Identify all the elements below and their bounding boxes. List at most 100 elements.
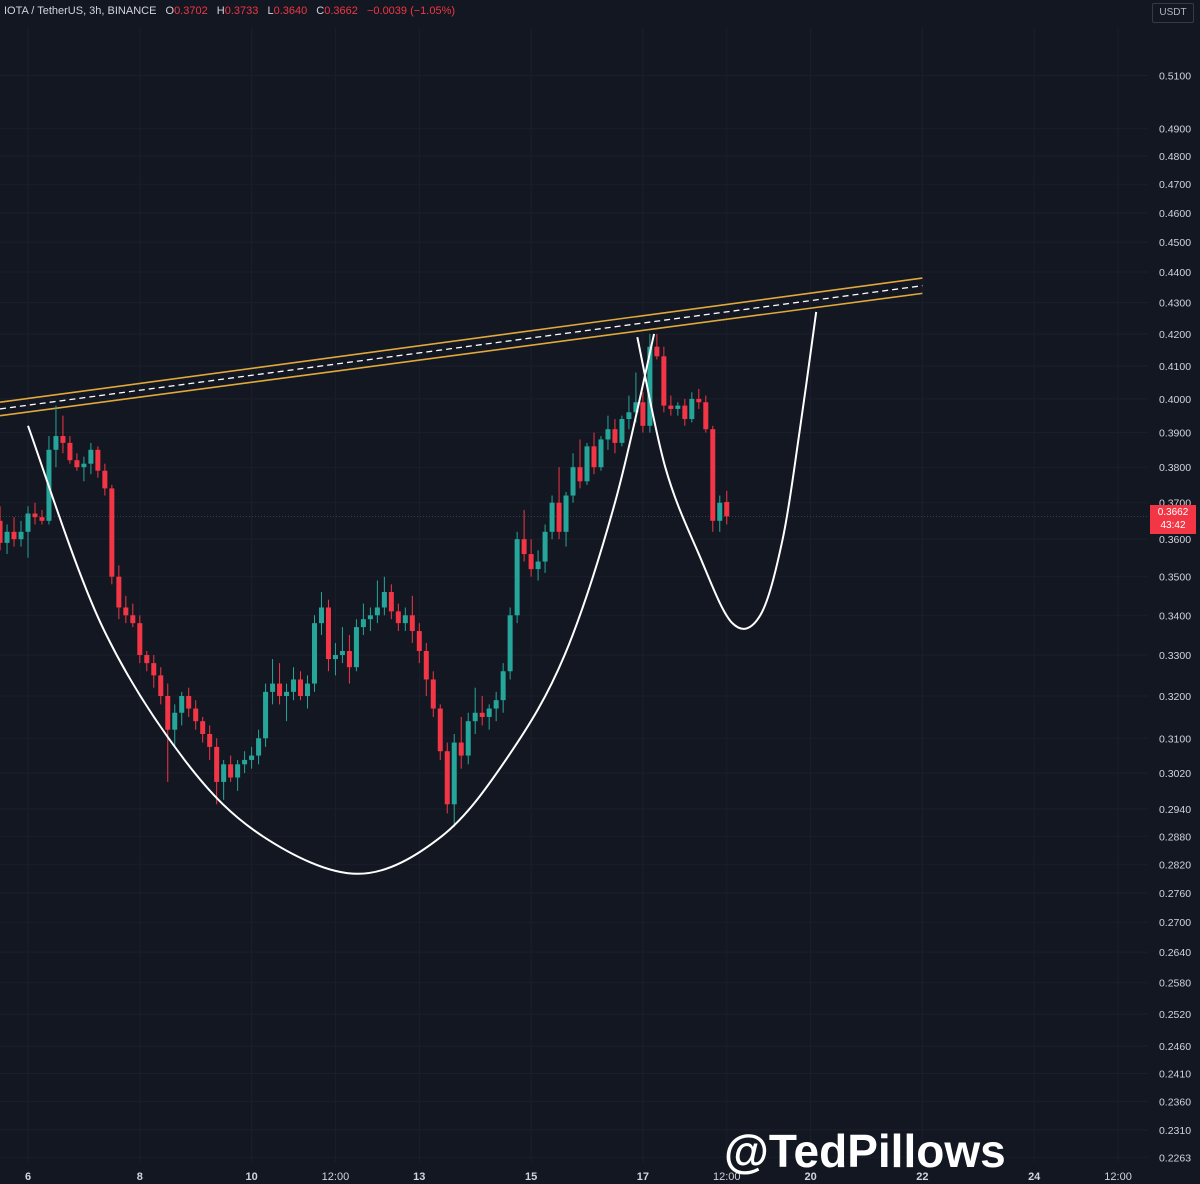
candle: [479, 696, 485, 726]
y-tick-label: 0.2700: [1159, 917, 1191, 929]
last-price-label: 0.3662 43:42: [1150, 505, 1196, 534]
candle-body: [570, 467, 576, 496]
candle-body: [123, 607, 129, 616]
candle: [570, 453, 576, 503]
y-tick-label: 0.2410: [1159, 1068, 1191, 1080]
candle: [284, 683, 290, 722]
cup-and-handle-pattern[interactable]: [27, 311, 818, 875]
x-tick-label: 17: [637, 1171, 649, 1183]
candle-body: [172, 712, 178, 730]
y-tick-label: 0.2520: [1159, 1009, 1191, 1021]
channel-lower-line[interactable]: [0, 292, 923, 417]
candle: [102, 463, 108, 496]
candle-body: [402, 615, 408, 624]
ascending-channel[interactable]: [0, 277, 923, 417]
pattern-curve-handle[interactable]: [636, 311, 818, 630]
y-tick-label: 0.4800: [1159, 151, 1191, 163]
candle: [339, 627, 345, 664]
candle-body: [353, 627, 359, 668]
candle-body: [291, 679, 297, 692]
candle-body: [360, 619, 366, 628]
y-tick-label: 0.3900: [1159, 428, 1191, 440]
candle: [325, 599, 331, 672]
candle-body: [53, 436, 59, 450]
symbol-title: IOTA / TetherUS, 3h, BINANCE: [4, 5, 157, 17]
candle-body: [388, 591, 394, 612]
candle: [654, 333, 660, 360]
candle-body: [563, 495, 569, 532]
candle-body: [18, 531, 24, 540]
candle-body: [130, 615, 136, 624]
candle-body: [451, 742, 457, 805]
candle: [605, 415, 611, 450]
candle-body: [514, 539, 520, 616]
candle: [402, 607, 408, 632]
candle-body: [95, 449, 101, 471]
open-value: 0.3702: [174, 5, 208, 17]
channel-upper-line[interactable]: [0, 277, 923, 404]
candle: [263, 683, 269, 747]
candle-body: [151, 663, 157, 676]
candle: [668, 395, 674, 416]
candle-body: [493, 700, 499, 709]
x-tick-label: 12:00: [713, 1171, 741, 1183]
candle-body: [214, 746, 220, 782]
candle-body: [179, 696, 185, 713]
y-tick-label: 0.2820: [1159, 859, 1191, 871]
candle: [0, 506, 3, 551]
candle: [256, 729, 262, 765]
candle: [270, 659, 276, 705]
candle: [556, 467, 562, 540]
last-price-value: 0.3662: [1157, 507, 1189, 518]
candle-body: [137, 623, 143, 656]
candle: [130, 603, 136, 628]
candle: [235, 759, 241, 791]
candle-body: [158, 675, 164, 697]
candle: [703, 395, 709, 433]
candle: [305, 675, 310, 709]
candle-body: [661, 356, 667, 406]
candle: [172, 704, 178, 747]
candle: [724, 490, 730, 525]
candle-body: [207, 733, 213, 747]
y-tick-label: 0.3020: [1159, 768, 1191, 780]
currency-button[interactable]: USDT: [1152, 3, 1194, 23]
candle: [542, 524, 548, 573]
candle: [353, 619, 359, 672]
candle: [696, 388, 702, 409]
candle: [186, 687, 192, 717]
symbol-legend[interactable]: IOTA / TetherUS, 3h, BINANCE O0.3702 H0.…: [4, 5, 455, 17]
candle-body: [221, 764, 227, 782]
candle: [193, 700, 199, 730]
candle-body: [381, 591, 387, 608]
candle: [465, 712, 471, 765]
candle-body: [242, 759, 248, 765]
pattern-curve-cup[interactable]: [27, 333, 656, 875]
candle-body: [409, 615, 415, 632]
y-tick-label: 0.4400: [1159, 267, 1191, 279]
y-tick-label: 0.3200: [1159, 691, 1191, 703]
candle-body: [11, 531, 17, 540]
candle-body: [332, 655, 338, 660]
channel-mid-dashed-line[interactable]: [0, 285, 923, 410]
candle-body: [682, 405, 688, 420]
candle-body: [619, 419, 625, 443]
candle-body: [605, 429, 611, 440]
candle-body: [437, 708, 443, 752]
candle-body: [39, 517, 45, 521]
candle: [346, 635, 352, 684]
candle: [25, 506, 31, 558]
candle-body: [284, 691, 290, 697]
candle: [214, 738, 220, 805]
candle-body: [465, 721, 471, 756]
x-tick-label: 12:00: [1104, 1171, 1132, 1183]
price-axis[interactable]: 0.5100 0.4900 0.4800 0.4700 0.4600 0.4500 0.44…: [1159, 70, 1191, 1164]
time-axis[interactable]: 6 8 10 12:00 13 15 17 12:00 20 22 24 12:00: [25, 1171, 1132, 1183]
candle: [514, 531, 520, 624]
candle-body: [717, 502, 723, 521]
candle: [151, 655, 157, 688]
y-tick-label: 0.4200: [1159, 329, 1191, 341]
candle-body: [458, 742, 464, 756]
candle: [249, 746, 255, 769]
